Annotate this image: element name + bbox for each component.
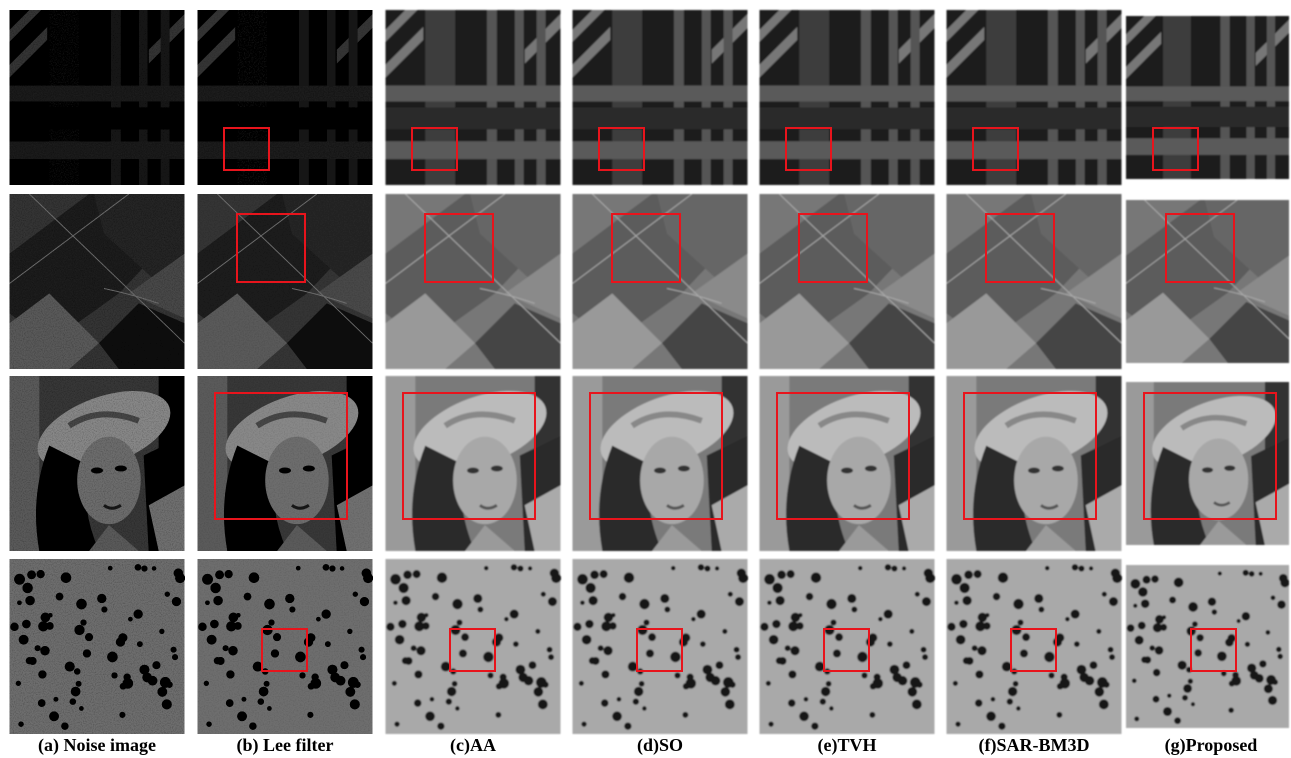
caption: (e)TVH xyxy=(818,735,877,756)
figure: (a) Noise image (b) Lee filter (c)AA (d)SO (… xyxy=(0,0,1291,758)
result-image xyxy=(10,559,186,734)
result-image xyxy=(947,559,1123,734)
result-image xyxy=(1126,381,1289,545)
caption: (g)Proposed xyxy=(1165,735,1258,756)
result-image xyxy=(573,559,749,734)
caption: (d)SO xyxy=(637,735,683,756)
result-image xyxy=(198,559,374,734)
result-image xyxy=(760,559,936,734)
result-image xyxy=(10,194,185,369)
result-image xyxy=(1126,16,1289,179)
caption: (f)SAR-BM3D xyxy=(979,735,1090,756)
caption: (a) Noise image xyxy=(38,735,156,756)
result-image xyxy=(1126,565,1290,728)
result-image xyxy=(10,375,185,551)
caption: (c)AA xyxy=(450,735,496,756)
caption: (b) Lee filter xyxy=(237,735,334,756)
result-image xyxy=(386,559,562,734)
result-image xyxy=(10,10,185,185)
